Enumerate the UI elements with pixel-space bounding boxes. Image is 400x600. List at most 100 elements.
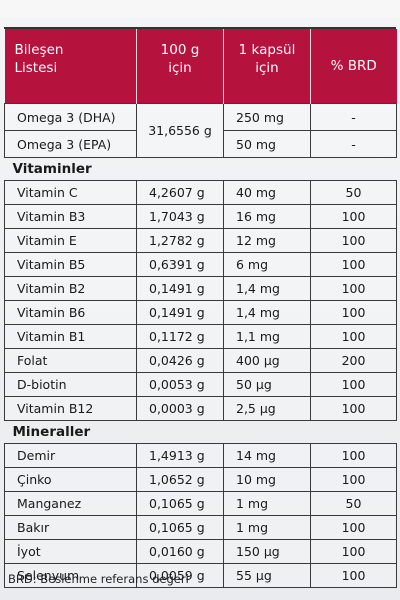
vitamins-title: Vitaminler [4,157,397,181]
row-per-100g: 0,0160 g [136,539,224,564]
row-brd: 100 [310,467,397,492]
row-per-capsule: 40 mg [223,180,311,205]
row-per-capsule: 6 mg [223,252,311,277]
footnote: BRD: Beslenme referans değeri [8,572,189,586]
row-name: Selenyum [4,563,137,588]
table-row: Demir 1,4913 g 14 mg 100 [4,443,397,468]
table-row: Vitamin B6 0,1491 g 1,4 mg 100 [4,300,397,325]
header-ingredient: Bileşen Listesi [4,29,137,104]
row-per-capsule: 1,4 mg [223,300,311,325]
section-row: Mineraller [4,420,397,444]
row-brd: 100 [310,396,397,421]
omega-dha-name: Omega 3 (DHA) [4,103,137,131]
row-per-100g: 1,0652 g [136,467,224,492]
header-per-capsule-line1: 1 kapsül [238,42,296,58]
header-row: Bileşen Listesi 100 g için 1 kapsül için… [4,29,397,104]
row-name: Vitamin C [4,180,137,205]
section-row: Vitaminler [4,157,397,181]
table-row: Vitamin B1 0,1172 g 1,1 mg 100 [4,324,397,349]
header-per-capsule: 1 kapsül için [223,29,311,104]
row-per-100g: 0,0053 g [136,372,224,397]
row-brd: 100 [310,515,397,540]
row-brd: 50 [310,491,397,516]
row-per-capsule: 14 mg [223,443,311,468]
omega-epa-name: Omega 3 (EPA) [4,130,137,158]
row-per-capsule: 1 mg [223,491,311,516]
row-name: Folat [4,348,137,373]
omega-epa-capsule: 50 mg [223,130,311,158]
table-row: Omega 3 (DHA) 31,6556 g 250 mg - [4,103,397,158]
row-per-100g: 1,7043 g [136,204,224,229]
row-per-100g: 0,1065 g [136,515,224,540]
row-per-capsule: 50 µg [223,372,311,397]
row-name: Vitamin B3 [4,204,137,229]
row-brd: 100 [310,204,397,229]
table-row: Vitamin B2 0,1491 g 1,4 mg 100 [4,276,397,301]
row-brd: 100 [310,276,397,301]
omega-shared-per100: 31,6556 g [136,103,224,158]
row-per-capsule: 55 µg [223,563,311,588]
header-per-capsule-line2: için [255,60,279,76]
row-per-capsule: 16 mg [223,204,311,229]
nutrition-table-wrapper: Bileşen Listesi 100 g için 1 kapsül için… [4,27,397,588]
row-brd: 200 [310,348,397,373]
row-per-100g: 0,1172 g [136,324,224,349]
row-brd: 100 [310,539,397,564]
omega-dha-capsule: 250 mg [223,103,311,131]
row-name: D-biotin [4,372,137,397]
row-name: Vitamin B2 [4,276,137,301]
row-per-100g: 0,1491 g [136,276,224,301]
row-name: Vitamin E [4,228,137,253]
table-row: Folat 0,0426 g 400 µg 200 [4,348,397,373]
row-per-100g: 1,4913 g [136,443,224,468]
table-row: İyot 0,0160 g 150 µg 100 [4,539,397,564]
row-brd: 100 [310,563,397,588]
row-per-capsule: 12 mg [223,228,311,253]
table-row: Vitamin B3 1,7043 g 16 mg 100 [4,204,397,229]
row-per-capsule: 1,4 mg [223,276,311,301]
row-per-capsule: 400 µg [223,348,311,373]
row-per-100g: 4,2607 g [136,180,224,205]
minerals-body: Mineraller Demir 1,4913 g 14 mg 100 Çinko 1,0… [4,420,397,588]
table-row: Vitamin E 1,2782 g 12 mg 100 [4,228,397,253]
vitamins-body: Vitaminler Vitamin C 4,2607 g 40 mg 50 Vitam… [4,157,397,421]
row-name: Vitamin B6 [4,300,137,325]
minerals-title: Mineraller [4,420,397,444]
row-brd: 100 [310,228,397,253]
table-row: Selenyum 0,0059 g 55 µg 100 [4,563,397,588]
header-per-100g-line2: için [168,60,192,76]
row-brd: 100 [310,252,397,277]
row-name: Demir [4,443,137,468]
row-per-capsule: 1 mg [223,515,311,540]
header-ingredient-line1: Bileşen [14,42,64,58]
row-brd: 100 [310,443,397,468]
row-name: Vitamin B1 [4,324,137,349]
table-row: Vitamin C 4,2607 g 40 mg 50 [4,180,397,205]
table-row: Omega 3 (EPA) 50 mg - [4,130,397,158]
row-brd: 100 [310,372,397,397]
row-name: Manganez [4,491,137,516]
nutrition-table: Bileşen Listesi 100 g için 1 kapsül için… [4,29,397,588]
row-per-capsule: 150 µg [223,539,311,564]
row-per-100g: 0,0426 g [136,348,224,373]
table-row: Vitamin B12 0,0003 g 2,5 µg 100 [4,396,397,421]
row-per-100g: 1,2782 g [136,228,224,253]
row-brd: 100 [310,300,397,325]
omega-dha-brd: - [310,103,397,131]
row-per-capsule: 1,1 mg [223,324,311,349]
row-name: Çinko [4,467,137,492]
header-brd: % BRD [310,29,397,104]
row-per-100g: 0,1065 g [136,491,224,516]
header-per-100g-line1: 100 g [160,42,200,58]
header-brd-label: % BRD [330,58,377,74]
row-name: Vitamin B5 [4,252,137,277]
row-per-100g: 0,6391 g [136,252,224,277]
row-per-100g: 0,0003 g [136,396,224,421]
row-name: İyot [4,539,137,564]
row-per-capsule: 10 mg [223,467,311,492]
omega-epa-brd: - [310,130,397,158]
